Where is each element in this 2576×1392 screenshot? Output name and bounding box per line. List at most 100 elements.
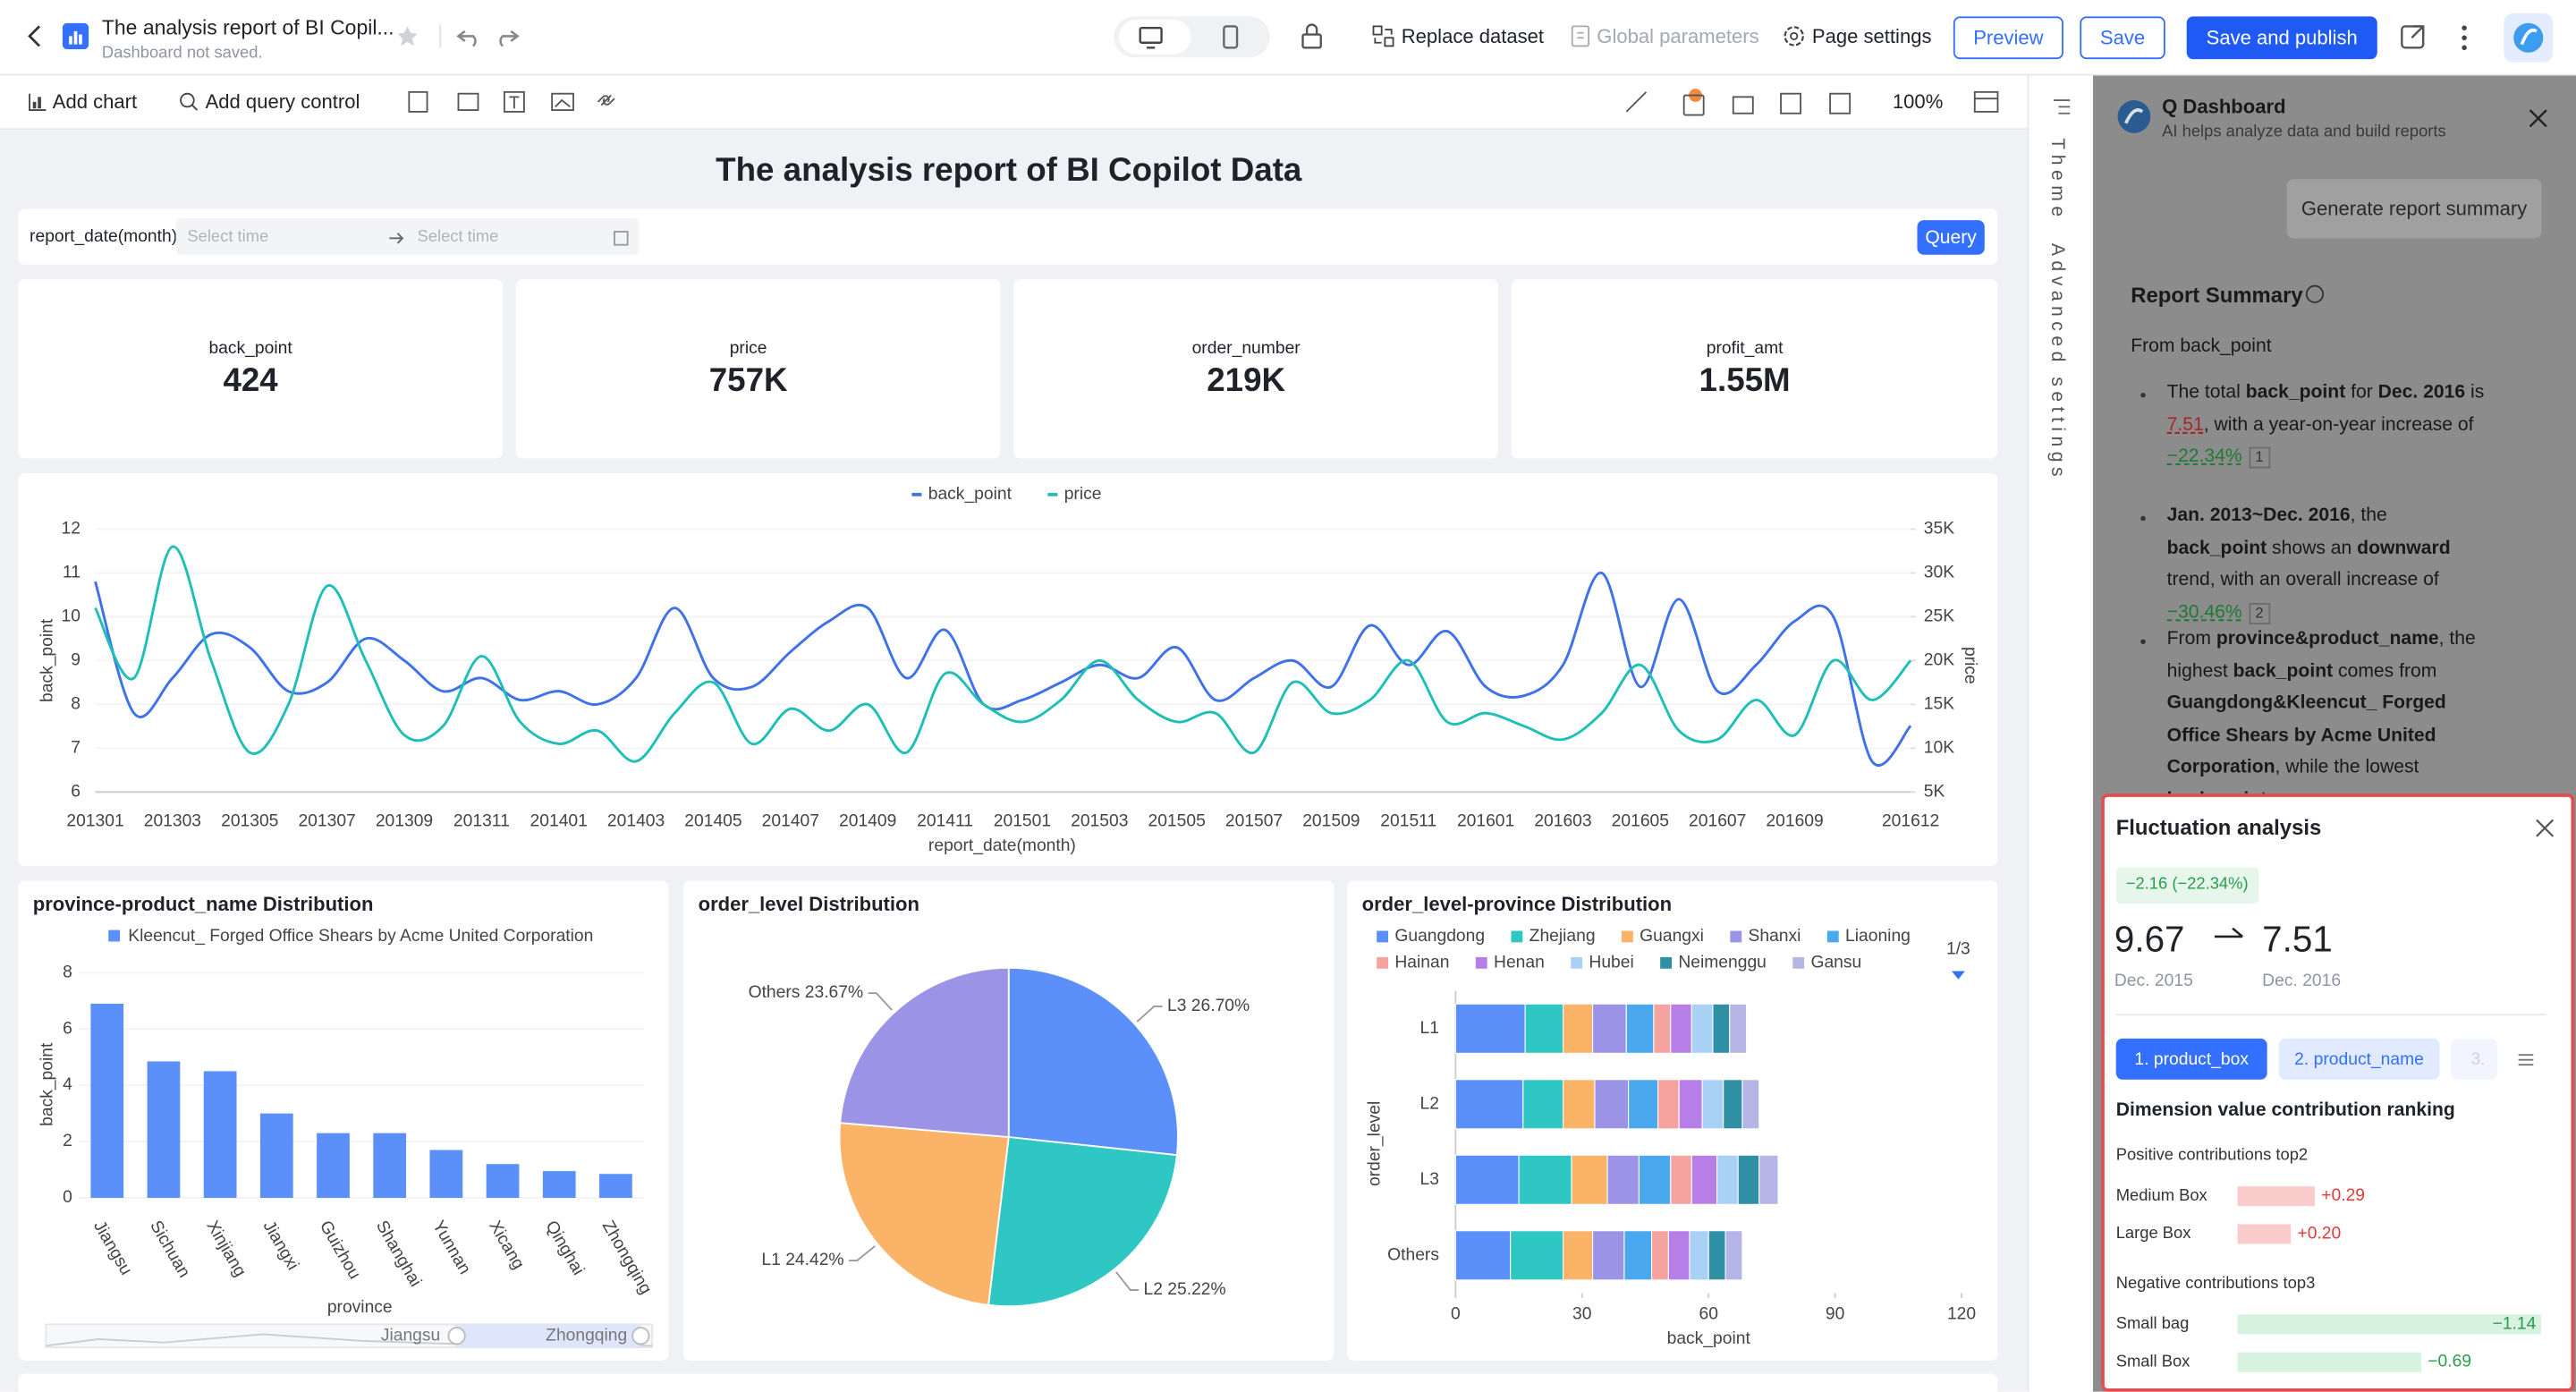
icon-part: [28, 25, 41, 47]
kpi-card: [1013, 279, 1499, 459]
dimension-tab[interactable]: 3.: [2451, 1038, 2497, 1080]
to-value: 7.51: [2262, 918, 2333, 960]
tabs-menu[interactable]: [2517, 1050, 2537, 1070]
summary-source: From back_point: [2131, 336, 2272, 357]
fluctuation-title: Fluctuation analysis: [2115, 815, 2322, 840]
preview-button[interactable]: Preview: [1953, 16, 2063, 60]
publish-button[interactable]: Save and publish: [2186, 16, 2377, 60]
legend-label: Zhejiang: [1530, 927, 1596, 946]
icon-part: [1372, 25, 1383, 36]
lock-icon[interactable]: [1298, 21, 1327, 51]
icon-part: [29, 93, 47, 111]
kpi-label: profit_amt: [1706, 338, 1784, 359]
layout-icon[interactable]: [1973, 90, 1999, 114]
x-tick-label: 201305: [221, 811, 278, 830]
icon-part: [456, 30, 477, 47]
y-tick-label: L1: [1420, 1019, 1439, 1038]
side-tabs: [2027, 75, 2095, 1392]
icon-part: [180, 92, 195, 108]
legend-label: Henan: [1494, 953, 1545, 972]
close-assistant[interactable]: [2529, 108, 2548, 128]
bar: [259, 1113, 293, 1198]
theme-tab[interactable]: Theme: [2046, 138, 2067, 222]
ranking-title: Dimension value contribution ranking: [2115, 1100, 2455, 1121]
generate-summary[interactable]: Generate report summary: [2286, 179, 2542, 239]
y-axis-label: back_point: [38, 618, 56, 702]
date-range[interactable]: [175, 218, 640, 255]
icon-part: [1780, 92, 1801, 115]
params-icon: [1571, 25, 1590, 47]
tool-icons[interactable]: [1623, 89, 1857, 118]
dimension-tab[interactable]: 2. product_name: [2278, 1038, 2440, 1080]
dataset-icon: [1372, 25, 1394, 47]
icon-part: [2117, 100, 2151, 133]
slice-value: 25.22%: [1167, 1280, 1225, 1299]
query-icon: [180, 92, 199, 111]
global-parameters[interactable]: Global parameters: [1597, 24, 1759, 48]
summary-text: , the: [2350, 505, 2387, 526]
dimension-tab[interactable]: 1. product_box: [2115, 1038, 2267, 1080]
x-tick-label: 201303: [144, 811, 201, 830]
add-chart[interactable]: Add chart: [52, 90, 138, 114]
bar-segment: [1678, 1079, 1703, 1130]
slice-category: L2: [1144, 1280, 1163, 1299]
y-axis-label: order_level: [1365, 1101, 1384, 1186]
insert-icons[interactable]: [408, 90, 630, 116]
icon-part: [2536, 819, 2555, 837]
negative-title: Negative contributions top3: [2115, 1275, 2316, 1294]
icon-part: [69, 36, 72, 45]
y2-tick-label: 35K: [1924, 520, 1954, 539]
summary-text: for: [2345, 382, 2378, 403]
save-button[interactable]: Save: [2080, 16, 2165, 60]
replace-dataset[interactable]: Replace dataset: [1401, 24, 1545, 48]
item-name: Small bag: [2116, 1313, 2190, 1332]
line-chart-card: [18, 472, 1998, 866]
zoom-level[interactable]: 100%: [1892, 90, 1944, 114]
bar-segment: [1729, 1003, 1748, 1054]
help-icon[interactable]: [2305, 284, 2325, 304]
assistant-subtitle[interactable]: AI helps analyze data and build reports: [2162, 123, 2446, 141]
legend-page: 1/3: [1946, 940, 1970, 959]
pie-slice: [838, 1122, 1010, 1306]
legend-swatch: [1792, 956, 1805, 969]
report-name: The analysis report of BI Copil...: [101, 16, 394, 40]
x-tick-label: 201603: [1534, 811, 1591, 830]
contribution-label: +0.20: [2297, 1224, 2341, 1243]
y-tick-label: 6: [63, 1019, 72, 1038]
advanced-tab[interactable]: Advanced settings: [2046, 242, 2067, 482]
assistant-avatar[interactable]: [2504, 13, 2554, 63]
icon-part: [2462, 25, 2467, 30]
kpi-card: [515, 279, 1001, 459]
icon-part: [1305, 23, 1318, 35]
bar-segment: [1592, 1230, 1625, 1281]
icon-part: [555, 98, 571, 108]
back-icon[interactable]: [23, 23, 47, 49]
start-date[interactable]: Select time: [187, 228, 269, 247]
kpi-card: [1511, 279, 1998, 459]
more-icons[interactable]: [2399, 21, 2497, 55]
next-card: [18, 1373, 1998, 1392]
y-axis-label: back_point: [38, 1042, 56, 1126]
end-date[interactable]: Select time: [417, 228, 499, 247]
contribution-bar: [2237, 1186, 2315, 1207]
side-icon[interactable]: [2050, 96, 2073, 119]
slider-handle: [447, 1327, 466, 1345]
y2-tick-label: 15K: [1924, 694, 1954, 713]
close-fluctuation[interactable]: [2535, 819, 2555, 838]
add-query-control[interactable]: Add query control: [205, 90, 360, 114]
query-button[interactable]: Query: [1917, 220, 1985, 255]
change-badge: −2.16 (−22.34%): [2115, 867, 2258, 904]
bar-segment: [1606, 1154, 1640, 1205]
y-tick-label: 7: [71, 738, 80, 757]
x-tick-label: 201407: [762, 811, 819, 830]
legend-label: Guangxi: [1640, 927, 1704, 946]
slider-window[interactable]: [454, 1324, 641, 1348]
x-tick-label: 60: [1699, 1304, 1717, 1323]
edit-icons[interactable]: [394, 23, 542, 49]
legend-swatch: [1377, 956, 1389, 969]
page-settings[interactable]: Page settings: [1811, 24, 1932, 48]
kpi-card: [18, 279, 504, 459]
x-tick-label: 201311: [453, 811, 510, 830]
series-line: [94, 545, 1912, 763]
bar-segment: [1741, 1079, 1760, 1130]
